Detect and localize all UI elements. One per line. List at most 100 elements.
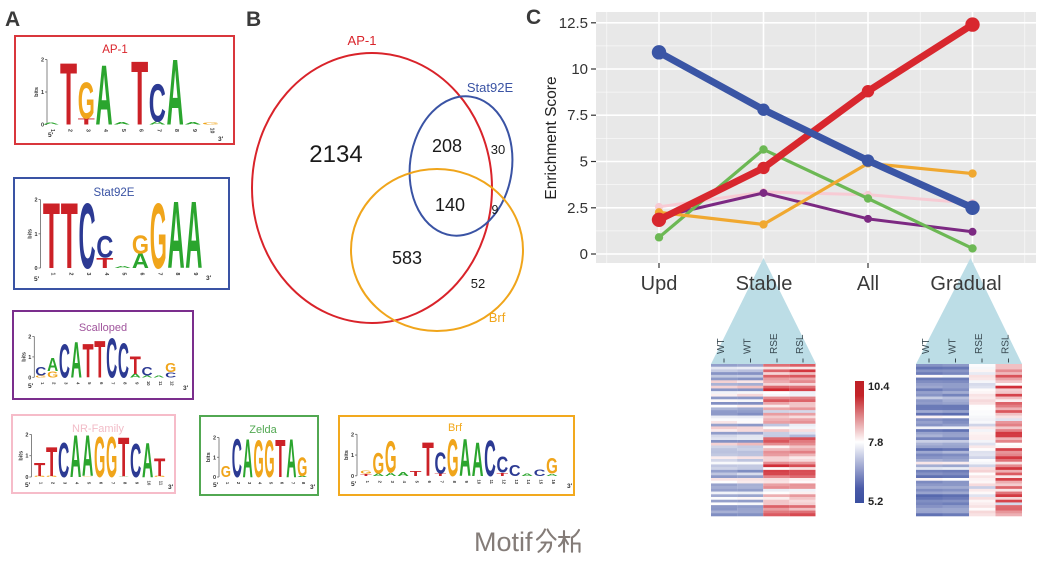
svg-text:C: C	[58, 433, 69, 488]
svg-text:A: A	[184, 121, 203, 125]
svg-text:5′: 5′	[48, 132, 54, 139]
svg-text:Enrichment Score: Enrichment Score	[543, 76, 560, 199]
svg-text:6: 6	[99, 382, 104, 385]
svg-text:9: 9	[191, 129, 197, 132]
svg-text:AP-1: AP-1	[102, 44, 128, 56]
svg-text:G: G	[385, 431, 397, 482]
svg-text:C: C	[526, 6, 541, 29]
svg-text:8: 8	[301, 482, 306, 485]
svg-text:7: 7	[111, 482, 116, 485]
svg-text:16: 16	[551, 479, 556, 484]
svg-text:13: 13	[514, 479, 519, 484]
svg-text:C: C	[96, 229, 113, 264]
svg-text:T: T	[94, 331, 105, 389]
svg-text:1: 1	[34, 232, 37, 238]
svg-text:G: G	[35, 375, 47, 379]
svg-text:7: 7	[439, 481, 444, 484]
svg-text:G: G	[202, 122, 220, 125]
svg-text:6: 6	[99, 482, 104, 485]
svg-text:0: 0	[351, 474, 354, 480]
svg-text:2: 2	[67, 129, 73, 132]
svg-text:All: All	[857, 273, 879, 295]
svg-text:A: A	[130, 373, 142, 379]
svg-text:0: 0	[41, 123, 44, 129]
svg-text:1: 1	[351, 453, 354, 459]
svg-text:T: T	[60, 46, 77, 144]
svg-text:5: 5	[269, 482, 274, 485]
svg-text:3′: 3′	[183, 385, 189, 392]
svg-text:6: 6	[279, 482, 284, 485]
svg-text:0: 0	[34, 266, 37, 272]
svg-text:583: 583	[392, 248, 422, 268]
svg-text:3: 3	[63, 482, 68, 485]
svg-text:9: 9	[192, 273, 198, 276]
svg-text:3′: 3′	[567, 483, 573, 490]
svg-text:G: G	[546, 454, 558, 478]
svg-text:2: 2	[25, 432, 28, 438]
svg-text:A: A	[243, 428, 253, 489]
svg-text:G: G	[165, 362, 176, 375]
svg-text:2: 2	[51, 482, 56, 485]
svg-text:3′: 3′	[168, 484, 174, 491]
svg-text:1: 1	[49, 129, 55, 132]
svg-text:0: 0	[25, 475, 28, 481]
svg-text:5′: 5′	[34, 276, 40, 283]
svg-text:A: A	[42, 122, 61, 125]
svg-text:AP-1: AP-1	[348, 33, 377, 48]
svg-text:A: A	[142, 433, 153, 488]
svg-text:Stat92E: Stat92E	[467, 80, 514, 95]
svg-text:5: 5	[87, 382, 92, 385]
svg-text:11: 11	[159, 481, 164, 486]
svg-text:3: 3	[84, 129, 90, 132]
svg-text:A: A	[5, 8, 20, 31]
svg-text:Upd: Upd	[641, 273, 678, 295]
svg-text:C: C	[130, 435, 141, 488]
svg-text:A: A	[96, 47, 113, 143]
svg-text:8: 8	[173, 129, 179, 132]
svg-text:A: A	[297, 476, 307, 478]
svg-text:G: G	[373, 447, 385, 480]
svg-text:T: T	[435, 472, 448, 476]
svg-text:NR-Family: NR-Family	[72, 423, 124, 435]
svg-text:Scalloped: Scalloped	[79, 322, 127, 334]
svg-text:5: 5	[580, 154, 588, 171]
svg-text:C: C	[435, 445, 447, 480]
svg-text:2: 2	[351, 432, 354, 438]
svg-text:A: A	[397, 471, 409, 477]
svg-text:2: 2	[377, 481, 382, 484]
svg-text:C: C	[35, 365, 46, 378]
svg-text:G: G	[34, 476, 46, 478]
svg-text:3′: 3′	[310, 484, 316, 491]
svg-text:4: 4	[75, 382, 80, 385]
svg-text:G: G	[150, 184, 167, 288]
svg-text:C: C	[484, 430, 496, 487]
svg-text:1: 1	[28, 355, 31, 361]
svg-text:Brf: Brf	[448, 422, 463, 434]
svg-text:7: 7	[155, 129, 161, 132]
svg-text:140: 140	[435, 195, 465, 215]
svg-text:6: 6	[138, 129, 144, 132]
svg-text:12.5: 12.5	[559, 15, 588, 32]
svg-text:C: C	[118, 333, 129, 388]
svg-text:1: 1	[365, 481, 370, 484]
svg-text:7: 7	[290, 482, 295, 485]
svg-text:G: G	[154, 476, 166, 478]
svg-text:Gradual: Gradual	[930, 273, 1001, 295]
svg-text:12: 12	[501, 479, 506, 484]
svg-text:A: A	[546, 473, 559, 477]
svg-text:Motif: Motif	[474, 527, 533, 557]
svg-text:C: C	[106, 326, 117, 390]
svg-text:A: A	[132, 250, 149, 273]
svg-text:10: 10	[209, 128, 215, 134]
svg-text:10: 10	[571, 61, 588, 78]
svg-text:3: 3	[247, 482, 252, 485]
svg-text:6: 6	[427, 481, 432, 484]
svg-text:C: C	[142, 366, 153, 379]
svg-text:C: C	[149, 74, 166, 134]
svg-text:8: 8	[452, 481, 457, 484]
svg-text:3′: 3′	[218, 136, 224, 143]
svg-text:9: 9	[135, 482, 140, 485]
svg-text:C: C	[59, 336, 70, 389]
svg-text:G: G	[264, 430, 274, 490]
svg-text:10: 10	[477, 479, 482, 484]
